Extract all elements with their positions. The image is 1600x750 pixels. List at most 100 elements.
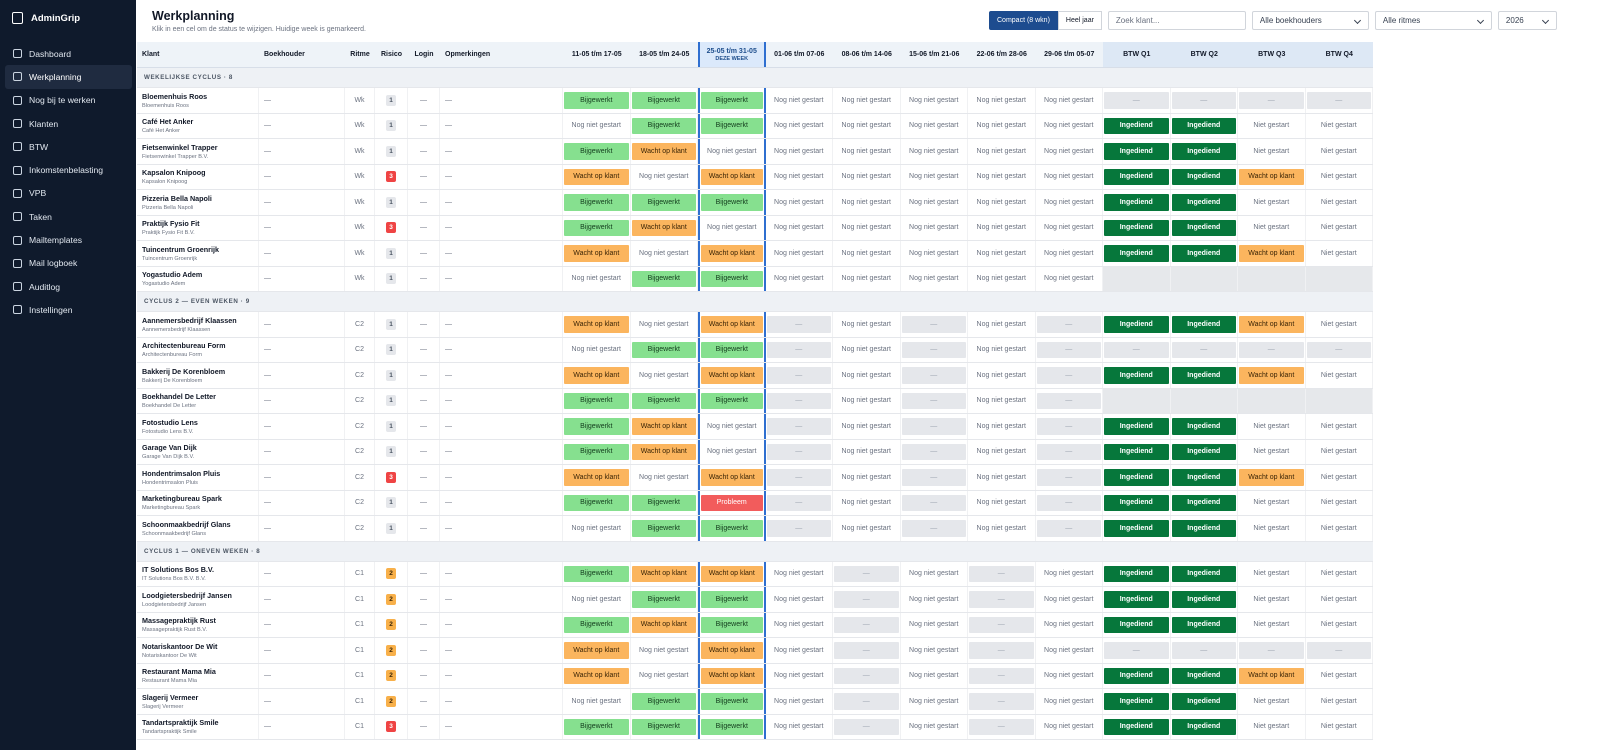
nav-item[interactable]: BTW <box>5 135 132 158</box>
status-cell[interactable] <box>1305 266 1373 291</box>
status-cell[interactable]: Bijgewerkt <box>563 439 631 464</box>
status-cell[interactable]: Nog niet gestart <box>968 113 1036 138</box>
status-cell[interactable]: Niet gestart <box>1238 439 1306 464</box>
status-cell[interactable]: Nog niet gestart <box>766 663 833 688</box>
status-cell[interactable]: Nog niet gestart <box>901 266 968 291</box>
status-cell[interactable] <box>1103 266 1171 291</box>
status-cell[interactable]: Bijgewerkt <box>563 215 631 240</box>
status-cell[interactable]: — <box>766 312 833 337</box>
status-cell[interactable]: Nog niet gestart <box>1036 638 1103 663</box>
status-cell[interactable]: Wacht op klant <box>631 612 698 637</box>
status-cell[interactable]: Nog niet gestart <box>766 241 833 266</box>
status-cell[interactable]: Bijgewerkt <box>631 388 698 413</box>
status-cell[interactable]: Nog niet gestart <box>968 312 1036 337</box>
status-cell[interactable]: Nog niet gestart <box>1036 215 1103 240</box>
client-cell[interactable]: IT Solutions Bos B.V. IT Solutions Bos B.… <box>137 561 259 586</box>
status-cell[interactable]: Wacht op klant <box>698 312 766 337</box>
nav-item[interactable]: Mail logboek <box>5 252 132 275</box>
status-cell[interactable]: Nog niet gestart <box>833 439 901 464</box>
status-cell[interactable]: Ingediend <box>1103 414 1171 439</box>
status-cell[interactable]: — <box>1238 337 1306 362</box>
status-cell[interactable]: Niet gestart <box>1306 215 1373 240</box>
status-cell[interactable]: Nog niet gestart <box>766 714 833 739</box>
status-cell[interactable]: Niet gestart <box>1238 190 1306 215</box>
client-cell[interactable]: Schoonmaakbedrijf Glans Schoonmaakbedrijf… <box>137 516 259 541</box>
status-cell[interactable]: Nog niet gestart <box>631 241 698 266</box>
status-cell[interactable]: — <box>1306 337 1373 362</box>
status-cell[interactable]: Nog niet gestart <box>631 363 698 388</box>
status-cell[interactable]: Wacht op klant <box>698 638 766 663</box>
status-cell[interactable]: — <box>1238 88 1306 113</box>
status-cell[interactable]: — <box>968 638 1036 663</box>
status-cell[interactable]: Nog niet gestart <box>833 266 901 291</box>
status-cell[interactable]: Ingediend <box>1171 689 1238 714</box>
status-cell[interactable]: — <box>833 561 901 586</box>
status-cell[interactable]: — <box>766 490 833 515</box>
status-cell[interactable]: Ingediend <box>1103 516 1171 541</box>
status-cell[interactable]: Niet gestart <box>1306 113 1373 138</box>
status-cell[interactable]: Ingediend <box>1103 689 1171 714</box>
client-cell[interactable]: Notariskantoor De Wit Notariskantoor De W… <box>137 638 259 663</box>
status-cell[interactable]: Ingediend <box>1103 113 1171 138</box>
status-cell[interactable]: — <box>766 465 833 490</box>
status-cell[interactable]: Wacht op klant <box>563 638 631 663</box>
status-cell[interactable]: Bijgewerkt <box>631 516 698 541</box>
status-cell[interactable]: Nog niet gestart <box>901 139 968 164</box>
status-cell[interactable]: Niet gestart <box>1306 490 1373 515</box>
status-cell[interactable]: Nog niet gestart <box>563 516 631 541</box>
status-cell[interactable]: Nog niet gestart <box>1036 561 1103 586</box>
status-cell[interactable]: Wacht op klant <box>698 663 766 688</box>
status-cell[interactable]: — <box>1306 638 1373 663</box>
status-cell[interactable]: Nog niet gestart <box>698 139 766 164</box>
status-cell[interactable]: Nog niet gestart <box>766 587 833 612</box>
status-cell[interactable]: Ingediend <box>1103 164 1171 189</box>
status-cell[interactable]: — <box>1238 638 1306 663</box>
status-cell[interactable]: Nog niet gestart <box>1036 663 1103 688</box>
status-cell[interactable]: Nog niet gestart <box>766 561 833 586</box>
status-cell[interactable]: Nog niet gestart <box>766 689 833 714</box>
status-cell[interactable]: Bijgewerkt <box>698 190 766 215</box>
status-cell[interactable]: — <box>968 612 1036 637</box>
client-cell[interactable]: Pizzeria Bella Napoli Pizzeria Bella Napo… <box>137 190 259 215</box>
client-cell[interactable]: Hondentrimsalon Pluis Hondentrimsalon Plu… <box>137 465 259 490</box>
status-cell[interactable]: Niet gestart <box>1238 714 1306 739</box>
nav-item[interactable]: VPB <box>5 182 132 205</box>
status-cell[interactable]: Probleem <box>698 490 766 515</box>
status-cell[interactable]: Niet gestart <box>1306 241 1373 266</box>
status-cell[interactable]: Nog niet gestart <box>631 465 698 490</box>
status-cell[interactable]: Nog niet gestart <box>968 241 1036 266</box>
status-cell[interactable]: Wacht op klant <box>1238 164 1306 189</box>
client-cell[interactable]: Kapsalon Knipoog Kapsalon Knipoog <box>137 164 259 189</box>
status-cell[interactable] <box>1103 388 1171 413</box>
client-cell[interactable]: Fotostudio Lens Fotostudio Lens B.V. <box>137 414 259 439</box>
status-cell[interactable]: Nog niet gestart <box>631 164 698 189</box>
nav-item[interactable]: Taken <box>5 205 132 228</box>
status-cell[interactable]: Nog niet gestart <box>968 439 1036 464</box>
status-cell[interactable]: Nog niet gestart <box>833 312 901 337</box>
status-cell[interactable]: Bijgewerkt <box>631 490 698 515</box>
status-cell[interactable]: Bijgewerkt <box>698 388 766 413</box>
status-cell[interactable]: Nog niet gestart <box>563 113 631 138</box>
status-cell[interactable]: Niet gestart <box>1238 113 1306 138</box>
status-cell[interactable]: Niet gestart <box>1238 689 1306 714</box>
status-cell[interactable]: Nog niet gestart <box>1036 139 1103 164</box>
status-cell[interactable]: Ingediend <box>1103 612 1171 637</box>
status-cell[interactable]: Wacht op klant <box>698 465 766 490</box>
status-cell[interactable]: — <box>1036 490 1103 515</box>
status-cell[interactable]: Nog niet gestart <box>766 266 833 291</box>
status-cell[interactable]: Nog niet gestart <box>968 88 1036 113</box>
status-cell[interactable]: Ingediend <box>1171 215 1238 240</box>
status-cell[interactable]: Nog niet gestart <box>901 714 968 739</box>
status-cell[interactable]: Bijgewerkt <box>563 612 631 637</box>
nav-item[interactable]: Dashboard <box>5 42 132 65</box>
status-cell[interactable]: Niet gestart <box>1306 516 1373 541</box>
status-cell[interactable]: Nog niet gestart <box>968 266 1036 291</box>
status-cell[interactable]: — <box>1171 88 1238 113</box>
status-cell[interactable]: Nog niet gestart <box>833 139 901 164</box>
status-cell[interactable]: Ingediend <box>1171 414 1238 439</box>
status-cell[interactable]: Niet gestart <box>1238 561 1306 586</box>
status-cell[interactable]: Niet gestart <box>1306 414 1373 439</box>
status-cell[interactable]: Nog niet gestart <box>698 215 766 240</box>
filter-select[interactable]: 2026 <box>1497 11 1557 30</box>
status-cell[interactable]: — <box>1036 516 1103 541</box>
